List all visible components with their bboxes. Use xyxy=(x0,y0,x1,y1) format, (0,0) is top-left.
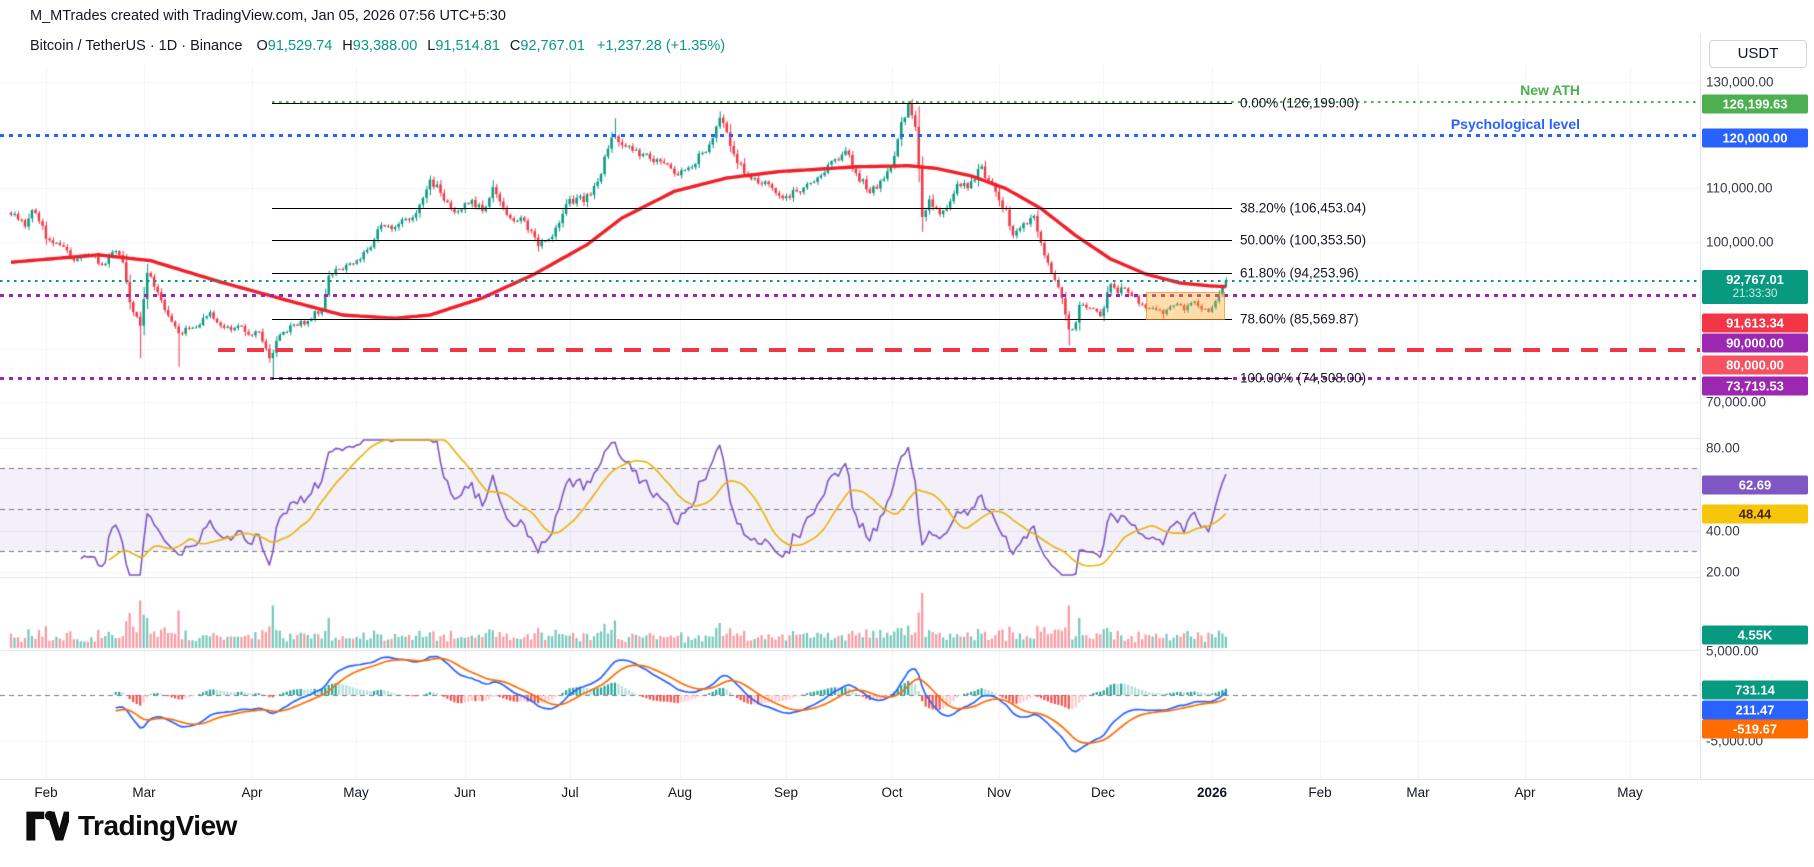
time-axis-month: Apr xyxy=(241,785,263,800)
axis-tick: 70,000.00 xyxy=(1706,394,1767,410)
time-axis-month: Feb xyxy=(34,785,58,800)
ohlc-value: 91,514.81 xyxy=(435,38,500,54)
ohlc-value: 91,529.74 xyxy=(267,38,333,54)
price-label-badge: 62.69 xyxy=(1702,475,1808,495)
ohlc-key: C xyxy=(509,38,521,54)
price-label-badge: -519.67 xyxy=(1702,719,1808,739)
time-axis-month: Jun xyxy=(454,785,476,800)
ohlc-key: L xyxy=(427,38,436,54)
axis-tick: 130,000.00 xyxy=(1706,74,1774,90)
time-axis-month: Feb xyxy=(1308,785,1332,800)
new-ath-label: New ATH xyxy=(1520,82,1580,98)
price-label-badge: 4.55K xyxy=(1702,625,1808,645)
countdown-timer: 21:33:30 xyxy=(1732,288,1778,300)
tradingview-logo-text: TradingView xyxy=(78,810,237,841)
chart-canvas[interactable] xyxy=(0,66,1700,779)
axis-tick: 40.00 xyxy=(1706,523,1740,539)
time-axis-month: Mar xyxy=(132,785,156,800)
attribution-text: M_MTrades created with TradingView.com, … xyxy=(30,8,506,24)
price-label-badge: 126,199.63 xyxy=(1702,94,1808,114)
time-axis-month: Aug xyxy=(667,785,693,800)
time-axis-month: Nov xyxy=(986,785,1012,800)
price-label-badge: 48.44 xyxy=(1702,504,1808,524)
time-axis-month: Sep xyxy=(773,785,799,800)
ohlc-value: 93,388.00 xyxy=(352,38,418,54)
axis-tick: 80.00 xyxy=(1706,440,1740,456)
time-axis-month: May xyxy=(343,785,369,800)
price-label-badge: 211.47 xyxy=(1702,700,1808,720)
price-axis[interactable]: USDT xyxy=(1700,33,1814,805)
change-value: +1,237.28 (+1.35%) xyxy=(596,38,726,54)
fib-level-label: 100.00% (74,508.00) xyxy=(1240,370,1367,386)
time-axis[interactable]: Feb Mar Apr May Jun Jul Aug Sep Oct Nov Dec 2026 Feb… xyxy=(0,779,1814,806)
price-label-badge: 90,000.00 xyxy=(1702,333,1808,353)
time-axis-month: Apr xyxy=(1514,785,1536,800)
time-axis-month: 2026 xyxy=(1196,785,1228,800)
time-axis-month: Oct xyxy=(881,785,903,800)
price-label-badge: 80,000.00 xyxy=(1702,355,1808,375)
fib-level-label: 61.80% (94,253.96) xyxy=(1240,265,1359,281)
currency-toggle-button[interactable]: USDT xyxy=(1709,40,1807,68)
consolidation-highlight-box xyxy=(1146,292,1225,320)
price-label-badge: 731.14 xyxy=(1702,680,1808,700)
fib-level-label: 0.00% (126,199.00) xyxy=(1240,95,1359,111)
fib-level-label: 50.00% (100,353.50) xyxy=(1240,232,1367,248)
price-label-badge: 120,000.00 xyxy=(1702,128,1808,148)
symbol-status-row[interactable]: Bitcoin / TetherUS · 1D · Binance O91,529… xyxy=(30,38,725,54)
price-label-badge: 91,613.34 xyxy=(1702,313,1808,333)
ohlc-value: 92,767.01 xyxy=(520,38,585,54)
psychological-level-label: Psychological level xyxy=(1450,116,1580,132)
time-axis-month: Dec xyxy=(1090,785,1116,800)
time-axis-month: Mar xyxy=(1406,785,1430,800)
tradingview-logo-icon xyxy=(26,810,69,841)
fib-level-label: 38.20% (106,453.04) xyxy=(1240,200,1367,216)
symbol-title[interactable]: Bitcoin / TetherUS · 1D · Binance xyxy=(30,38,243,54)
ohlc-fields: O91,529.74 H93,388.00 L91,514.81 C92,767.01 xyxy=(257,38,595,54)
price-label-badge: 73,719.53 xyxy=(1702,376,1808,396)
tradingview-logo[interactable]: TradingView xyxy=(25,810,237,842)
time-axis-month: May xyxy=(1617,785,1643,800)
chart-plot-area[interactable]: 0.00% (126,199.00) 38.20% (106,453.04) 50.… xyxy=(0,66,1700,779)
time-axis-month: Jul xyxy=(561,785,579,800)
fib-level-label: 78.60% (85,569.87) xyxy=(1240,311,1359,327)
axis-tick: 110,000.00 xyxy=(1706,180,1773,196)
axis-tick: 100,000.00 xyxy=(1706,234,1774,250)
ohlc-key: H xyxy=(342,38,353,54)
axis-tick: 5,000.00 xyxy=(1706,643,1759,659)
ohlc-key: O xyxy=(256,38,268,54)
price-label-badge: 92,767.01 21:33:30 xyxy=(1702,270,1808,304)
axis-tick: 20.00 xyxy=(1706,564,1740,580)
